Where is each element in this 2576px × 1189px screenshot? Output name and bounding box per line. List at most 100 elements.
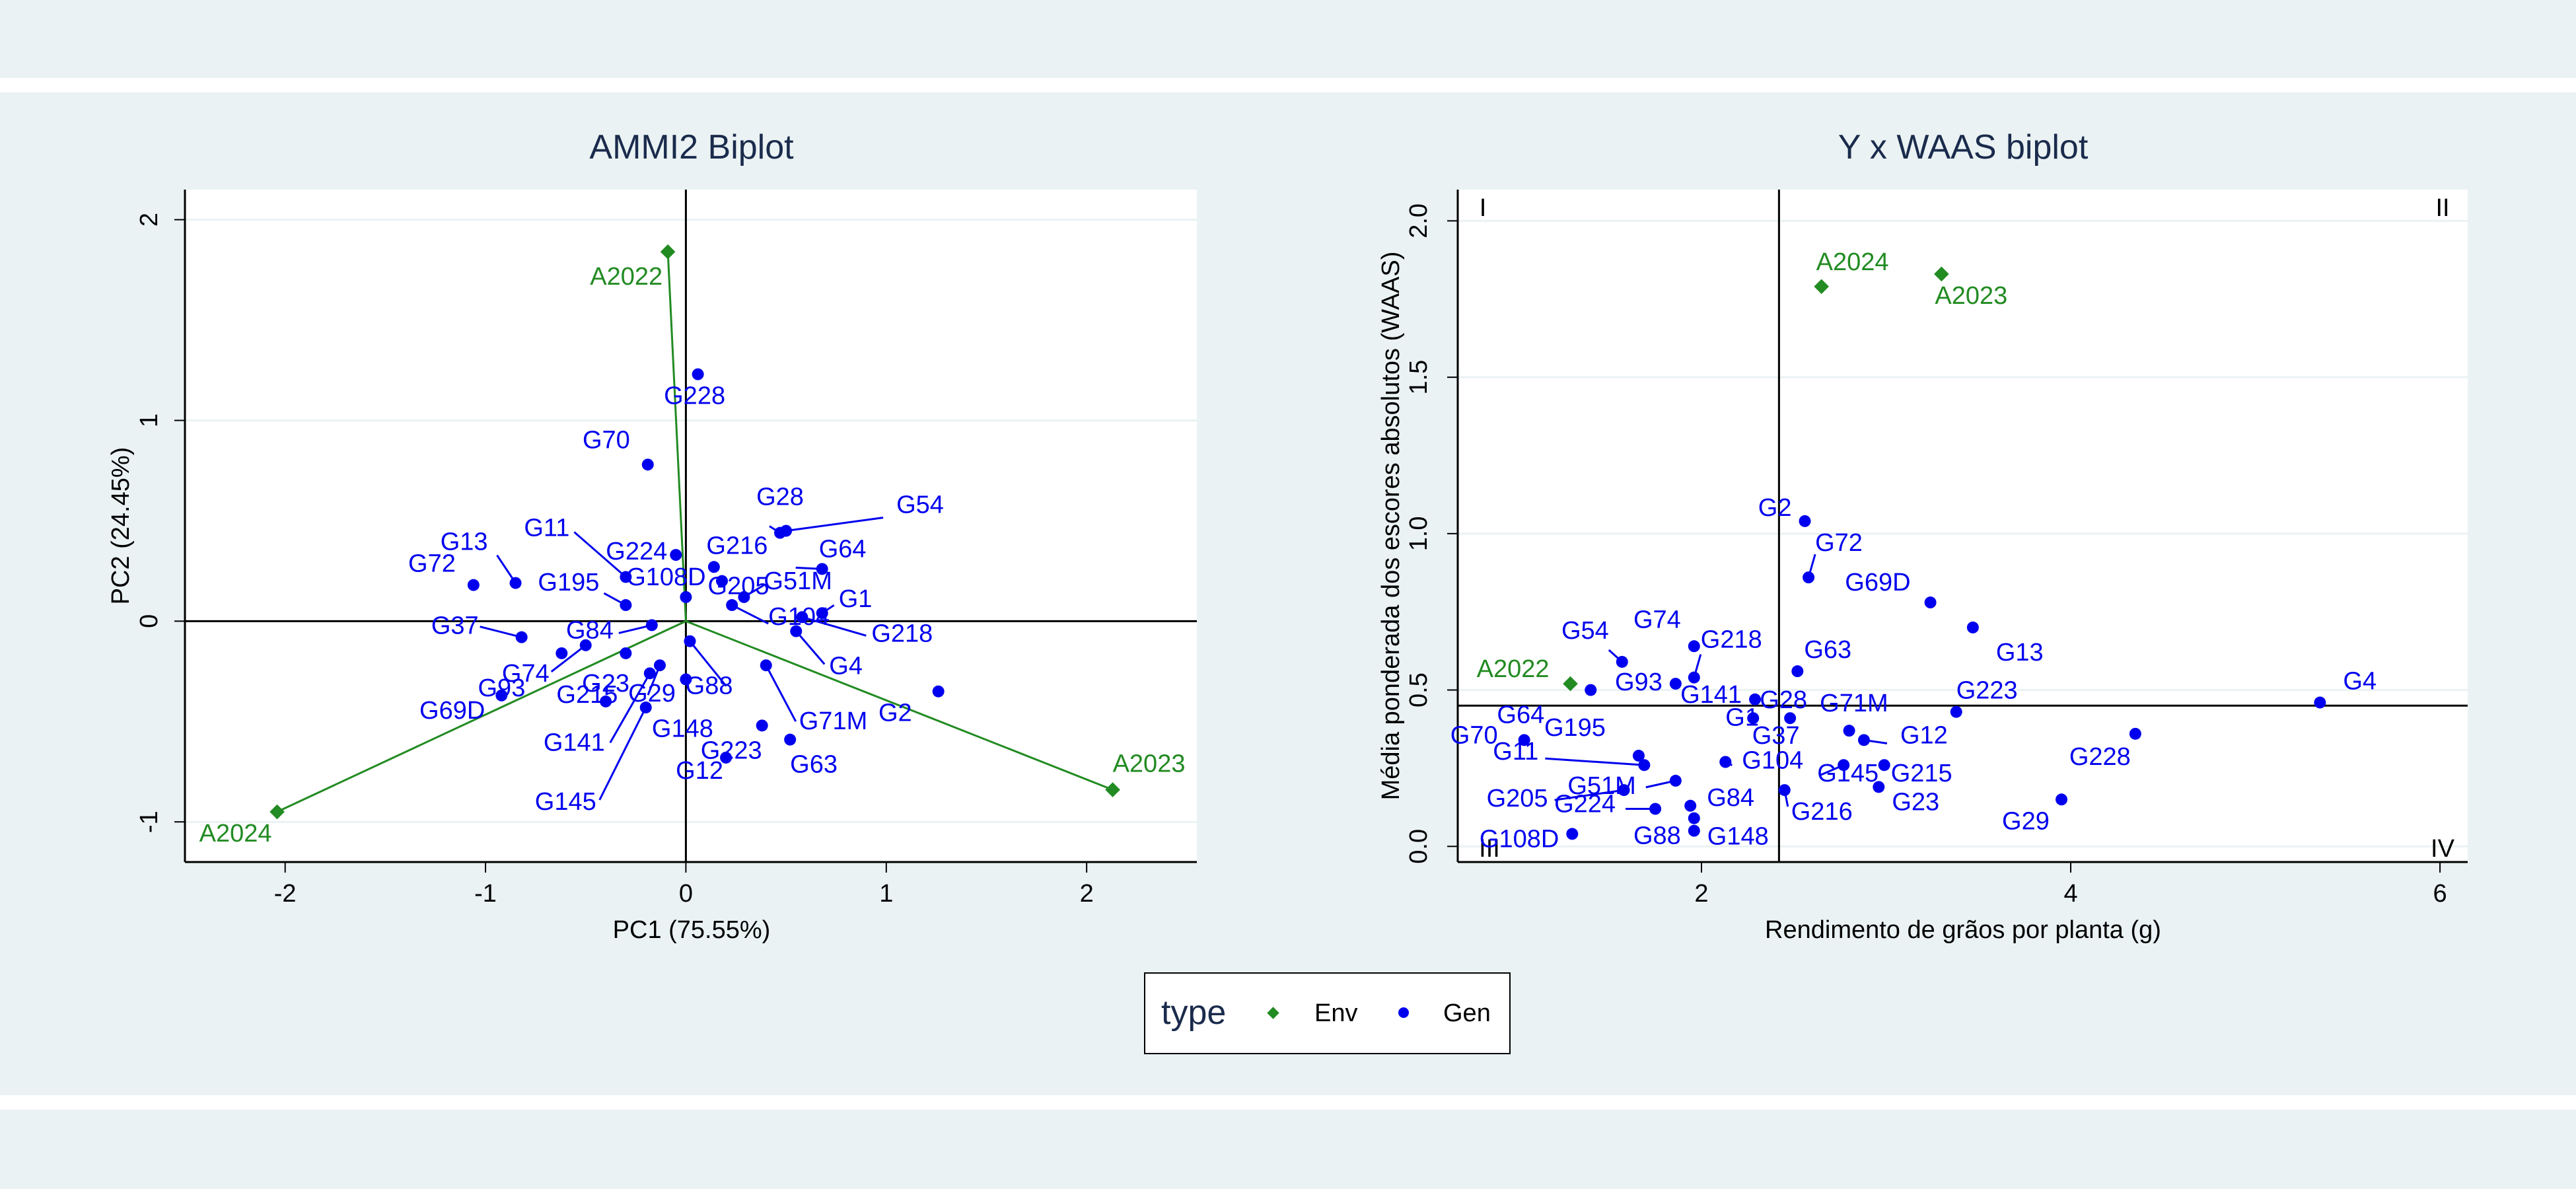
gen-point-g228: [2129, 727, 2141, 740]
gen-label-g148: G148: [1707, 823, 1769, 851]
gen-point-g51m: [738, 591, 750, 603]
gen-label-g195: G195: [538, 569, 599, 596]
x-tick-label: 2: [1080, 880, 1094, 908]
label-connector-g141: [609, 672, 651, 744]
env-label-a2022: A2022: [590, 263, 662, 291]
env-label-a2023: A2023: [1113, 750, 1186, 778]
gen-point-g108d: [680, 591, 692, 603]
gen-label-g23: G23: [582, 670, 629, 698]
gen-point-g23: [1873, 781, 1885, 793]
env-label-a2024: A2024: [199, 820, 272, 847]
gen-point-g11: [620, 571, 632, 583]
gen-label-g216: G216: [706, 532, 768, 559]
gen-label-g28: G28: [756, 484, 804, 511]
gen-point-g64: [1585, 684, 1597, 696]
gen-label-g104: G104: [1742, 746, 1803, 774]
gen-point-g108d: [1566, 828, 1579, 840]
gen-point-g141: [1749, 693, 1762, 705]
gen-point-g215: [1878, 759, 1890, 772]
gen-label-g195: G195: [1544, 714, 1606, 742]
env-vector-a2023: [685, 620, 1114, 791]
legend-env-marker: [1267, 1007, 1279, 1019]
x-axis-label: Rendimento de grãos por planta (g): [1765, 916, 2161, 944]
gen-point-g71m: [760, 659, 772, 672]
legend-gen-label: Gen: [1443, 999, 1491, 1027]
gen-label-g74: G74: [502, 660, 550, 688]
gen-label-g4: G4: [2343, 668, 2377, 696]
gen-point-g218: [1688, 671, 1700, 684]
gen-label-g69d: G69D: [419, 697, 485, 725]
gen-point-g28: [1747, 712, 1760, 725]
gen-point-g145: [639, 702, 652, 714]
quadrant-label-ii: II: [2435, 194, 2449, 222]
gen-label-g72: G72: [1815, 529, 1863, 557]
label-connector-g37: [480, 626, 522, 639]
gen-label-g2: G2: [878, 700, 912, 727]
gen-label-g71m: G71M: [1820, 690, 1888, 717]
label-connector-g11: [573, 531, 627, 578]
gen-point-g72: [467, 579, 480, 591]
ammi2-biplot: AMMI2 Biplot -1 0 1 2 -2 -1 0 1 2 PC1 (75.55%) PC2 …: [107, 128, 1197, 944]
gen-label-g70: G70: [583, 426, 630, 454]
gen-label-g141: G141: [1680, 681, 1742, 709]
gen-point-g69d: [495, 689, 508, 702]
env-point-a2024: [1814, 279, 1829, 295]
gen-point-g223: [1950, 705, 1962, 718]
quadrant-label-iii: III: [1479, 835, 1500, 863]
gen-point-g223: [756, 719, 768, 732]
y-axis-label: PC2 (24.45%): [107, 447, 135, 605]
y-tick-label: 2.0: [1405, 203, 1433, 238]
y-tick-label: 1: [135, 414, 163, 427]
gen-label-g11: G11: [524, 514, 569, 542]
gen-label-g54: G54: [896, 491, 944, 519]
x-tick-label: 4: [2063, 880, 2077, 908]
gen-label-g228: G228: [664, 382, 725, 410]
y-axis-label: Média ponderada dos escores absolutos (W…: [1377, 252, 1405, 801]
gen-label-g54: G54: [1561, 617, 1609, 645]
gen-label-g141: G141: [544, 729, 605, 756]
x-tick-label: 6: [2433, 880, 2447, 908]
env-point-a2022: [660, 244, 676, 260]
env-point-a2023: [1105, 782, 1120, 797]
gen-point-g216: [707, 561, 720, 573]
gen-point-g88: [684, 635, 696, 647]
gen-point-g224: [1649, 803, 1662, 815]
legend-env-label: Env: [1314, 999, 1357, 1027]
legend-gen-marker: [1398, 1007, 1409, 1018]
y-tick-label: 2: [135, 213, 163, 227]
gen-point-g104: [1719, 756, 1732, 768]
gen-point-g72: [1803, 571, 1815, 584]
gen-label-g12: G12: [1900, 721, 1948, 749]
x-tick-label: 1: [879, 880, 893, 908]
gen-point-g84: [1684, 799, 1697, 812]
header-band: [0, 0, 2576, 78]
gen-point-g205: [1618, 784, 1630, 797]
plot-area: [1458, 190, 2468, 862]
gen-point-g228: [692, 368, 704, 380]
gen-point-g148: [1688, 812, 1700, 824]
gen-label-g88: G88: [686, 672, 733, 700]
label-connector-g74: [550, 644, 587, 672]
gen-point-g29: [653, 659, 666, 672]
label-connector-g145: [598, 707, 647, 801]
gen-point-g2: [932, 685, 945, 698]
gen-point-g63: [784, 733, 797, 746]
gen-point-g13: [509, 577, 522, 589]
gen-point-g216: [1778, 784, 1791, 797]
gen-point-g37: [515, 631, 528, 643]
y-tick-label: -1: [135, 811, 163, 833]
gen-point-g51m: [1669, 774, 1682, 787]
gen-label-g223: G223: [1956, 677, 2018, 705]
gen-label-g224: G224: [606, 538, 667, 565]
gen-label-g13: G13: [1996, 639, 2044, 667]
env-vector-a2024: [276, 620, 687, 813]
legend-box: [1144, 972, 1511, 1054]
gen-label-g1: G1: [839, 585, 873, 613]
y-tick-label: 1.5: [1405, 360, 1433, 395]
gen-point-g63: [1791, 665, 1804, 678]
gen-label-g29: G29: [2002, 807, 2050, 835]
quadrant-label-i: I: [1480, 194, 1487, 222]
label-connector-g104: [731, 604, 769, 625]
legend: type Env Gen: [1144, 972, 1511, 1054]
